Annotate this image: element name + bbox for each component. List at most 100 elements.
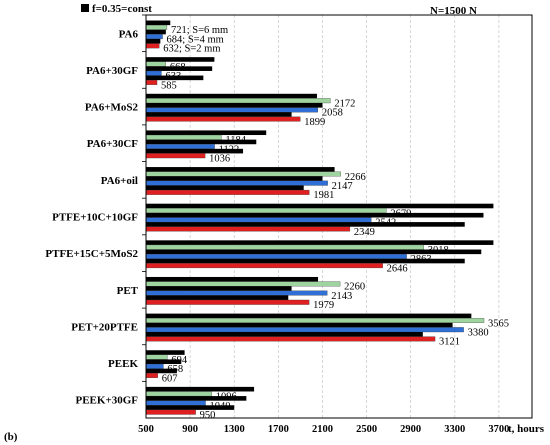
bar [145,363,164,369]
bar [146,112,292,117]
data-label: 3380 [468,328,489,339]
bar [146,20,171,26]
data-label: 2143 [331,291,352,302]
bar [146,332,423,337]
bar [145,244,424,250]
bar [146,167,335,172]
x-tick-labels: 500 900 1300 1700 2100 2500 2900 3300 3700 [138,424,509,435]
x-tick-label: 3300 [444,424,465,435]
bar [146,148,244,154]
bar [145,34,163,40]
x-tick-label: 3700 [488,424,509,435]
panel-label: (b) [4,431,18,443]
bar [145,318,485,323]
bar [145,226,351,232]
category-label: PA6 [119,28,139,40]
data-label: 3121 [439,337,460,348]
bar-group [145,20,494,415]
bar [146,29,166,35]
data-label: 3565 [488,318,509,329]
data-label: 607 [162,373,178,384]
bar [146,386,255,392]
bar [145,336,436,342]
bar [146,368,177,374]
data-label: 2058 [322,108,343,119]
category-label: PTFE+15C+5MoS2 [45,248,138,260]
x-tick-label: 900 [182,424,198,435]
data-label: 1096 [216,392,237,403]
bar [146,102,323,108]
bar [145,180,328,186]
bar [146,212,484,218]
data-label: 1122 [219,144,240,155]
bar [145,281,341,287]
data-label: 1899 [304,117,325,128]
bar [146,38,161,44]
bar [146,258,465,264]
data-label: 684; S=4 mm [167,34,224,45]
bar [146,75,204,81]
bar [145,98,331,104]
bar [145,290,328,296]
category-label: PA6+MoS2 [85,102,139,114]
bar [146,249,482,255]
bar [146,185,304,191]
bar [145,171,341,177]
bar [146,222,465,227]
x-tick-label: 1700 [268,424,289,435]
bar [146,286,292,291]
data-label: 3018 [428,245,449,256]
bar [145,217,372,223]
bar [145,134,222,140]
bar [145,391,212,397]
legend-text: f=0.35=const [92,3,152,15]
bar [146,57,215,62]
category-label: PET+20PTFE [71,321,138,333]
bar [145,153,206,159]
x-tick-label: 500 [138,424,154,435]
data-label: 2172 [334,98,355,109]
bar [145,144,215,149]
category-label: PA6+oil [101,175,138,187]
bar [145,107,318,113]
data-label: 2266 [345,172,366,183]
x-tick-label: 2100 [312,424,333,435]
bar [146,93,317,99]
category-labels: PA6 PA6+30GF PA6+MoS2 PA6+30CF PA6+oil PTFE+1… [45,28,138,406]
bar [146,295,289,300]
chart-title: N=1500 N [430,5,477,17]
data-label: 633 [165,71,181,82]
bar [145,189,310,195]
data-label: 1036 [209,154,230,165]
data-label: 658 [167,364,183,375]
data-label: 1981 [313,190,334,201]
bar [145,354,168,360]
bar [146,313,472,319]
plot-frame [145,14,533,419]
bar [145,373,158,378]
data-label: 1184 [225,135,246,146]
bar [145,409,196,415]
bar [145,327,464,333]
category-label: PEEK [108,358,138,370]
legend-swatch [81,4,89,12]
category-label: PET [117,285,139,297]
x-tick-label: 2500 [356,424,377,435]
bar [145,263,383,269]
bar [146,240,494,245]
category-label: PEEK+30GF [76,395,139,407]
bar [145,61,167,67]
data-label: 2542 [375,218,396,229]
data-label: 721; S=6 mm [171,25,228,36]
data-label: 2679 [390,208,411,219]
bar [146,322,453,328]
bar [146,276,319,282]
bar [145,208,387,214]
data-label: 694 [171,355,188,366]
bar [146,405,235,410]
x-axis-label: t, hours [508,423,545,435]
data-label: 2147 [332,181,353,192]
data-label: 2349 [354,227,375,238]
